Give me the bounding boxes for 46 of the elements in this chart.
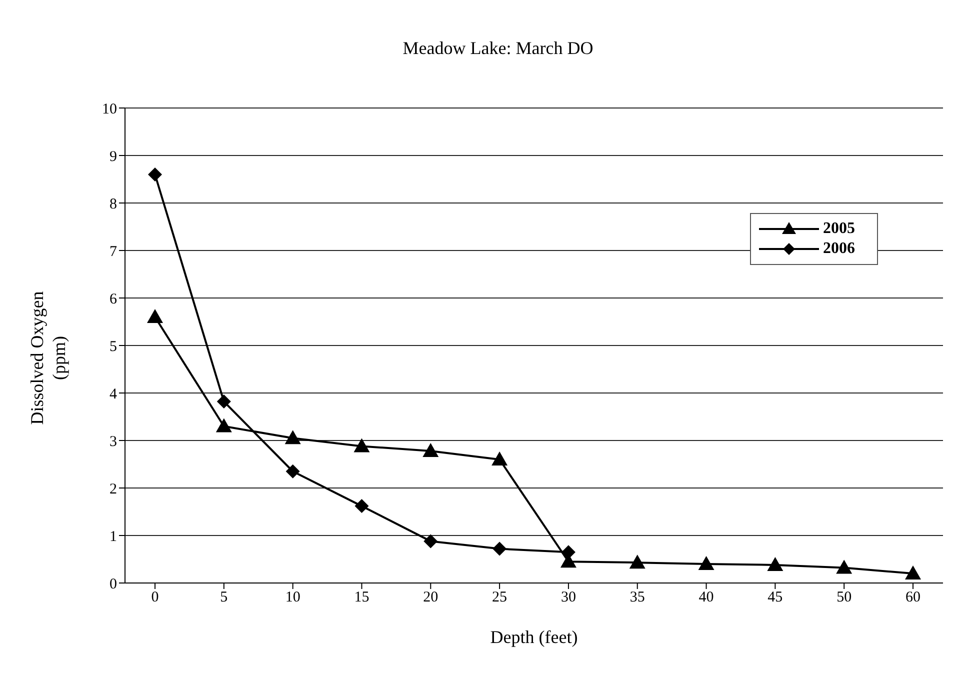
y-tick-label: 2 bbox=[110, 481, 117, 498]
x-tick-label: 20 bbox=[423, 590, 438, 606]
y-tick-label: 10 bbox=[102, 101, 117, 118]
legend-label: 2006 bbox=[823, 240, 855, 258]
point bbox=[286, 464, 300, 478]
x-axis-title: Depth (feet) bbox=[490, 627, 578, 647]
point bbox=[216, 394, 231, 409]
point bbox=[354, 438, 370, 452]
x-tick-label: 30 bbox=[560, 590, 576, 606]
point bbox=[284, 430, 301, 444]
point bbox=[561, 545, 576, 560]
y-tick-label: 1 bbox=[110, 528, 117, 545]
x-tick-label: 35 bbox=[630, 590, 645, 606]
legend-label: 2005 bbox=[823, 220, 855, 238]
chart-title: Meadow Lake: March DO bbox=[402, 38, 594, 59]
y-tick-label: 8 bbox=[110, 196, 117, 212]
y-tick-label: 5 bbox=[110, 338, 117, 355]
x-tick-label: 50 bbox=[836, 590, 852, 606]
x-tick-label: 40 bbox=[698, 590, 714, 606]
x-tick-label: 25 bbox=[492, 590, 508, 606]
point bbox=[836, 560, 852, 574]
point bbox=[148, 168, 162, 182]
x-tick-label: 15 bbox=[354, 590, 370, 606]
y-tick-label: 0 bbox=[110, 576, 117, 592]
x-tick-label: 45 bbox=[768, 590, 783, 606]
point bbox=[492, 542, 507, 556]
point bbox=[147, 309, 163, 323]
y-tick-label: 4 bbox=[110, 386, 118, 402]
x-tick-label: 0 bbox=[151, 590, 159, 606]
point bbox=[354, 499, 369, 514]
point bbox=[905, 566, 921, 580]
y-tick-label: 7 bbox=[110, 244, 118, 260]
y-tick-label: 9 bbox=[110, 148, 117, 165]
point bbox=[629, 554, 646, 569]
y-axis-title: Dissolved Oxygen (ppm) bbox=[26, 291, 70, 425]
point bbox=[698, 556, 714, 570]
point bbox=[422, 442, 439, 457]
x-tick-label: 5 bbox=[220, 590, 228, 606]
point bbox=[492, 452, 508, 466]
x-tick-label: 10 bbox=[285, 590, 300, 606]
y-tick-label: 6 bbox=[110, 291, 118, 308]
point bbox=[424, 534, 438, 548]
point bbox=[767, 556, 784, 571]
point bbox=[216, 418, 232, 432]
y-tick-label: 3 bbox=[110, 434, 117, 450]
x-tick-label: 60 bbox=[906, 590, 920, 606]
